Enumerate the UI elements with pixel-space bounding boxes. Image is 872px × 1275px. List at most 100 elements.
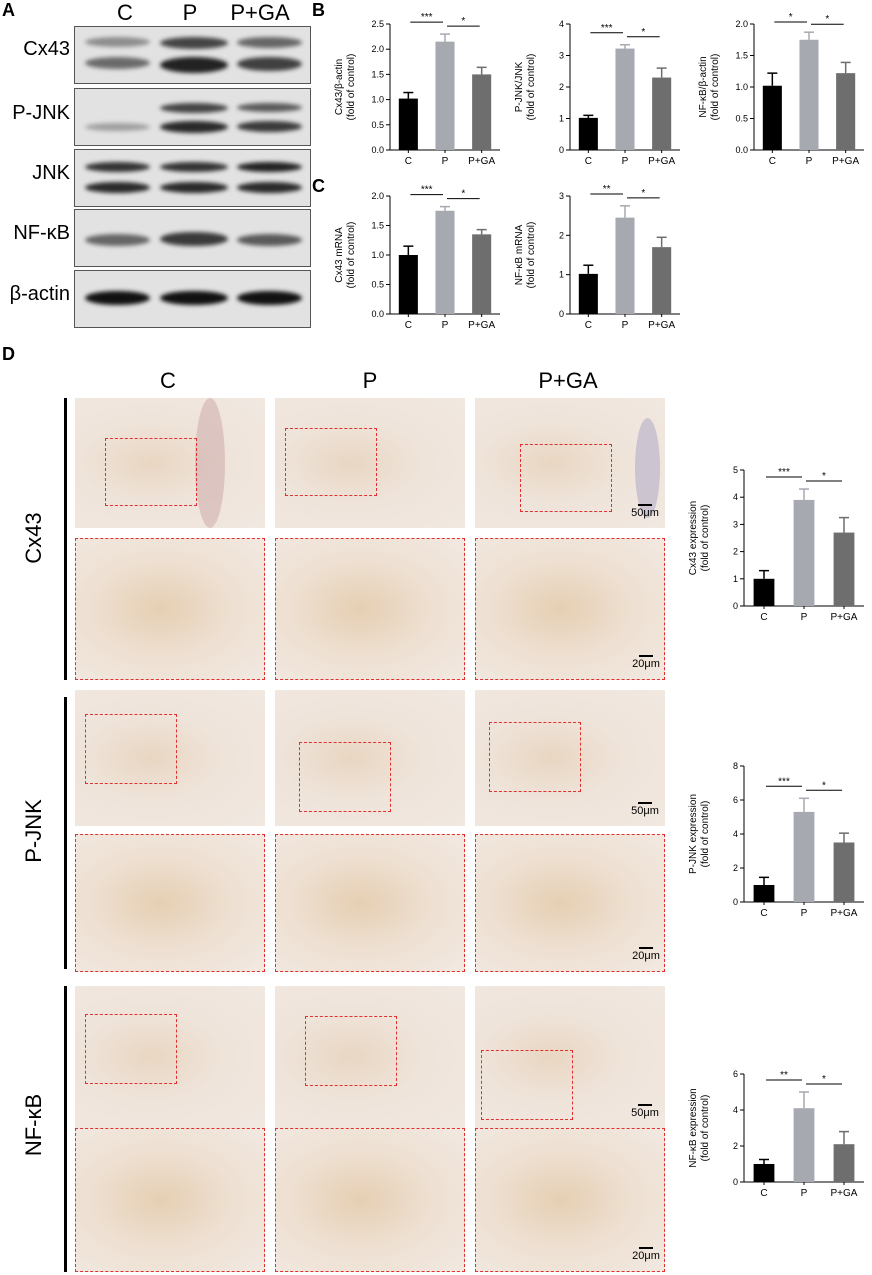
y-axis-label: (fold of control): [710, 54, 721, 121]
bar: [799, 39, 819, 150]
ihc-nf-kb-c-high: [75, 1128, 265, 1272]
row-bracket-p-jnk: [64, 697, 67, 969]
bar: [793, 811, 815, 902]
x-tick-label: P+GA: [468, 320, 495, 331]
y-axis-label: NF-κB expression: [688, 1088, 699, 1167]
y-axis-label: (fold of control): [700, 505, 711, 572]
bar: [398, 255, 418, 314]
x-tick-label: P: [801, 612, 808, 623]
x-tick-label: C: [760, 612, 767, 623]
y-axis-label: P-JNK/JNK: [514, 61, 525, 112]
blot-row-cx43: Cx43: [23, 38, 70, 60]
y-axis-label: (fold of control): [700, 801, 711, 868]
y-axis-label: P-JNK expression: [688, 794, 699, 874]
roi-box: [85, 1014, 177, 1084]
y-tick-label: 0: [733, 897, 738, 907]
roi-box: [520, 444, 612, 512]
y-tick-label: 4: [733, 829, 738, 839]
panel-letter-c: C: [312, 176, 325, 196]
blot-row-nf-kb: NF-κB: [13, 222, 70, 244]
y-tick-label: 2.5: [371, 19, 384, 29]
blot-row-p-jnk: P-JNK: [12, 102, 70, 124]
x-tick-label: C: [760, 908, 767, 919]
blot-column-c: C: [117, 0, 133, 25]
x-tick-label: P+GA: [831, 908, 858, 919]
y-tick-label: 1.0: [735, 82, 748, 92]
scale-bar-20: 20μm: [626, 655, 664, 670]
x-tick-label: P: [806, 156, 813, 167]
x-tick-label: P+GA: [648, 320, 675, 331]
chart-cx43-beta-actin: Cx43/β-actin (fold of control) 0.0 0.5 1.0 1.…: [328, 12, 508, 172]
scale-bar-50: 50μm: [625, 802, 665, 817]
x-tick-label: P+GA: [468, 156, 495, 167]
bar: [652, 247, 672, 314]
x-tick-label: P: [801, 1188, 808, 1199]
y-tick-label: 0.0: [371, 309, 384, 319]
chart-svg: NF-κB expression (fold of control) 0 2 4 6 C P P…: [688, 1069, 864, 1199]
blot-strip-cx43: [74, 26, 311, 84]
y-tick-label: 2: [559, 230, 564, 240]
ihc-nf-kb-pga-high: 20μm: [475, 1128, 665, 1272]
y-tick-label: 0: [733, 1177, 738, 1187]
bar: [836, 73, 856, 150]
blot-column-p: P: [182, 0, 198, 25]
x-tick-label: P+GA: [832, 156, 859, 167]
y-tick-label: 0.5: [371, 280, 384, 290]
ihc-p-jnk-pga-high: 20μm: [475, 834, 665, 972]
y-tick-label: 2: [733, 547, 738, 557]
panel-letter-b: B: [312, 0, 325, 20]
significance-label: *: [641, 188, 645, 199]
roi-box: [285, 428, 377, 496]
blot-row-beta-actin: β-actin: [9, 283, 70, 305]
chart-p-jnk-expression: P-JNK expression (fold of control) 0 2 4 6 8 C P…: [682, 756, 872, 924]
y-tick-label: 0: [559, 145, 564, 155]
blot-strip-beta-actin: [74, 270, 311, 328]
x-tick-label: C: [760, 1188, 767, 1199]
y-tick-label: 6: [733, 795, 738, 805]
bar: [472, 234, 492, 314]
y-tick-label: 1.0: [371, 95, 384, 105]
significance-label: ***: [601, 23, 613, 34]
chart-svg: NF-κB/β-actin (fold of control) 0.0 0.5 1.0 1…: [698, 12, 864, 167]
x-tick-label: C: [405, 320, 412, 331]
significance-label: ***: [778, 467, 790, 478]
y-tick-label: 0.5: [371, 120, 384, 130]
x-tick-label: P: [801, 908, 808, 919]
chart-nf-kb-expression: NF-κB expression (fold of control) 0 2 4 6 C P P…: [682, 1064, 872, 1204]
blot-strip-jnk: [74, 149, 311, 207]
x-tick-label: C: [769, 156, 776, 167]
y-tick-label: 0.0: [371, 145, 384, 155]
chart-cx43-mrna: Cx43 mRNA (fold of control) 0.0 0.5 1.0 1.5 2.…: [328, 185, 508, 336]
y-axis-label: (fold of control): [700, 1095, 711, 1162]
y-tick-label: 0.5: [735, 114, 748, 124]
roi-box: [85, 714, 177, 784]
y-tick-label: 4: [559, 19, 564, 29]
panel-letter-a: A: [2, 0, 15, 20]
bar: [472, 74, 492, 150]
scale-bar-50: 50μm: [625, 1104, 665, 1119]
roi-box: [481, 1050, 573, 1120]
ihc-p-jnk-c-high: [75, 834, 265, 972]
y-axis-label: (fold of control): [346, 222, 357, 289]
y-tick-label: 2: [559, 82, 564, 92]
chart-svg: Cx43 mRNA (fold of control) 0.0 0.5 1.0 1.5 2.…: [334, 185, 500, 331]
bar: [652, 77, 672, 150]
y-tick-label: 1: [733, 574, 738, 584]
y-tick-label: 1.0: [371, 250, 384, 260]
ihc-nf-kb-pga-low: 50μm: [475, 986, 665, 1128]
scale-bar-50: 50μm: [625, 504, 665, 519]
significance-label: *: [822, 1074, 826, 1085]
bar: [833, 1144, 855, 1182]
roi-box: [305, 1016, 397, 1086]
ihc-cx43-pga-high: 20μm: [475, 538, 665, 680]
ihc-p-jnk-p-high: [275, 834, 465, 972]
ihc-nf-kb-c-low: [75, 986, 265, 1128]
y-tick-label: 3: [733, 519, 738, 529]
significance-label: *: [641, 27, 645, 38]
roi-box: [105, 438, 197, 506]
ihc-cx43-pga-low: 50μm: [475, 398, 665, 528]
x-tick-label: C: [585, 320, 592, 331]
ihc-nf-kb-p-low: [275, 986, 465, 1128]
